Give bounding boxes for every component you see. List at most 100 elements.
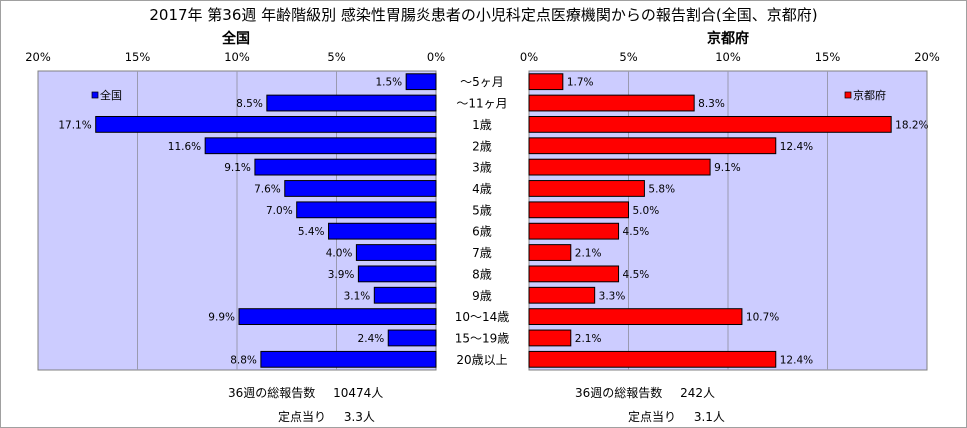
legend-label-zenkoku: 全国	[100, 88, 122, 102]
footer-zenkoku-total: 36週の総報告数 10474人	[228, 384, 383, 401]
bar-zenkoku	[204, 137, 437, 155]
footer-zenkoku-total-label: 36週の総報告数	[228, 386, 316, 400]
legend-swatch-kyoto	[844, 91, 852, 99]
data-label-kyoto: 5.8%	[648, 183, 675, 195]
tick-label-zenkoku: 10%	[224, 50, 250, 64]
category-label: 4歳	[472, 182, 492, 196]
bar-kyoto	[528, 137, 777, 155]
category-label: 15～19歳	[455, 331, 510, 345]
category-label: 10～14歳	[455, 310, 510, 324]
footer-kyoto-total: 36週の総報告数 242人	[575, 384, 715, 401]
bar-zenkoku	[254, 158, 437, 176]
bar-kyoto	[528, 94, 695, 112]
bar-zenkoku	[328, 222, 437, 240]
bar-zenkoku	[266, 94, 437, 112]
data-label-zenkoku: 4.0%	[326, 248, 353, 260]
bar-zenkoku	[95, 115, 437, 133]
panel-zenkoku: 20% 15% 10% 5% 0% 1.5% 8.5% 17.1% 11.6% 9.1%7.6% 7…	[25, 50, 445, 371]
data-label-kyoto: 2.1%	[575, 333, 602, 345]
data-label-kyoto: 4.5%	[623, 269, 650, 281]
data-label-kyoto: 5.0%	[633, 205, 660, 217]
footer-zenkoku-per: 定点当り 3.3人	[278, 408, 375, 425]
bar-zenkoku	[238, 308, 437, 326]
data-label-zenkoku: 17.1%	[58, 119, 91, 131]
footer-kyoto-per: 定点当り 3.1人	[628, 408, 725, 425]
tick-label-zenkoku: 0%	[427, 50, 445, 64]
bar-kyoto	[528, 222, 620, 240]
bar-kyoto	[528, 308, 743, 326]
data-label-kyoto: 10.7%	[746, 312, 779, 324]
data-label-zenkoku: 8.8%	[230, 354, 257, 366]
category-label: 8歳	[472, 267, 492, 281]
data-label-zenkoku: 5.4%	[298, 226, 325, 238]
category-label: 9歳	[472, 289, 492, 303]
tick-label-kyoto: 0%	[520, 50, 538, 64]
data-label-kyoto: 2.1%	[575, 248, 602, 260]
footer-zenkoku-total-value: 10474人	[333, 386, 384, 400]
tick-label-kyoto: 5%	[619, 50, 637, 64]
legend-swatch-zenkoku	[91, 91, 99, 99]
bar-zenkoku	[357, 265, 437, 283]
bar-kyoto	[528, 286, 596, 304]
category-label: 1歳	[472, 118, 492, 132]
data-label-kyoto: 3.3%	[599, 290, 626, 302]
data-label-kyoto: 12.4%	[780, 141, 813, 153]
panel-title-kyoto: 京都府	[707, 31, 749, 47]
bar-kyoto	[528, 115, 892, 133]
bar-kyoto	[528, 73, 564, 91]
category-label: ～5ヶ月	[460, 75, 504, 89]
category-label: 5歳	[472, 203, 492, 217]
category-label: ～11ヶ月	[456, 97, 507, 111]
panel-title-zenkoku: 全国	[222, 31, 250, 47]
footer-kyoto-total-value: 242人	[680, 386, 716, 400]
tick-label-kyoto: 20%	[914, 50, 940, 64]
tick-label-kyoto: 15%	[815, 50, 841, 64]
category-labels: ～5ヶ月 ～11ヶ月 1歳 2歳 3歳 4歳 5歳 6歳 7歳 8歳 9歳 10～14歳 15～19歳 2…	[455, 75, 510, 367]
bar-zenkoku	[260, 350, 437, 368]
legend-label-kyoto: 京都府	[853, 88, 886, 102]
data-label-kyoto: 12.4%	[780, 354, 813, 366]
data-label-zenkoku: 9.9%	[208, 312, 235, 324]
category-label: 7歳	[472, 246, 492, 260]
bar-kyoto	[528, 329, 572, 347]
footer-kyoto-per-label: 定点当り	[628, 410, 677, 424]
bar-zenkoku	[355, 244, 437, 261]
data-label-zenkoku: 3.1%	[344, 290, 371, 302]
chart-title: 2017年 第36週 年齢階級別 感染性胃腸炎患者の小児科定点医療機関からの報告…	[149, 6, 818, 24]
tick-label-kyoto: 10%	[715, 50, 741, 64]
data-label-zenkoku: 3.9%	[328, 269, 355, 281]
footer-kyoto-per-value: 3.1人	[693, 410, 725, 424]
bar-zenkoku	[405, 73, 437, 91]
footer-zenkoku-per-label: 定点当り	[278, 410, 327, 424]
data-label-kyoto: 8.3%	[698, 98, 725, 110]
footer-zenkoku-per-value: 3.3人	[343, 410, 375, 424]
data-label-zenkoku: 11.6%	[168, 141, 201, 153]
tick-label-zenkoku: 20%	[25, 50, 51, 64]
category-label: 3歳	[472, 161, 492, 175]
category-label: 6歳	[472, 225, 492, 239]
data-label-kyoto: 4.5%	[623, 226, 650, 238]
tick-label-zenkoku: 5%	[327, 50, 345, 64]
tick-label-zenkoku: 15%	[125, 50, 151, 64]
data-label-zenkoku: 9.1%	[224, 162, 251, 174]
bar-kyoto	[528, 350, 777, 368]
data-label-zenkoku: 7.6%	[254, 183, 281, 195]
bar-kyoto	[528, 244, 572, 261]
bar-kyoto	[528, 265, 620, 283]
panel-kyoto: 0% 5% 10% 15% 20% 1.7% 8.3% 18.2% 12.4% 9.1% 5.8% 5…	[520, 50, 940, 371]
data-label-kyoto: 1.7%	[567, 77, 594, 89]
data-label-zenkoku: 8.5%	[236, 98, 263, 110]
bar-kyoto	[528, 180, 645, 197]
data-label-zenkoku: 7.0%	[266, 205, 293, 217]
bar-zenkoku	[387, 329, 437, 347]
category-label: 2歳	[472, 139, 492, 153]
bar-zenkoku	[284, 180, 437, 197]
bar-kyoto	[528, 201, 629, 219]
data-label-kyoto: 9.1%	[714, 162, 741, 174]
data-label-zenkoku: 1.5%	[375, 77, 402, 89]
bar-kyoto	[528, 158, 711, 176]
bar-zenkoku	[296, 201, 437, 219]
data-label-kyoto: 18.2%	[895, 119, 928, 131]
footer-kyoto-total-label: 36週の総報告数	[575, 386, 663, 400]
